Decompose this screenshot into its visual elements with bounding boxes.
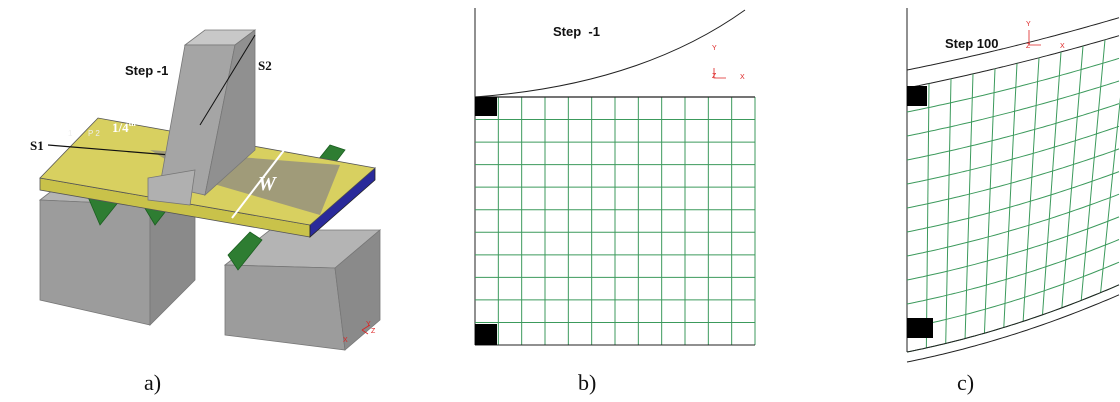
bottom-edge bbox=[907, 285, 1119, 352]
axis-label: Z bbox=[371, 328, 376, 335]
step-label: Step -1 bbox=[125, 63, 168, 78]
mesh-line bbox=[1062, 46, 1083, 308]
node-block bbox=[475, 324, 497, 345]
mesh-line bbox=[1101, 33, 1120, 292]
mesh-line bbox=[907, 81, 1119, 136]
section-label: S1 bbox=[30, 138, 44, 153]
fraction: 1/4 bbox=[112, 120, 129, 135]
axis-label: Y bbox=[712, 45, 717, 52]
node-block bbox=[907, 86, 927, 106]
section-label: S2 bbox=[258, 58, 272, 73]
support-front bbox=[40, 200, 150, 325]
mesh-line bbox=[1023, 58, 1039, 322]
axis-label: X bbox=[1060, 43, 1065, 50]
point-label: 1 bbox=[68, 129, 73, 138]
step-label: Step -1 bbox=[553, 24, 600, 39]
mesh-line bbox=[984, 69, 995, 334]
axis-label: Y bbox=[1026, 21, 1031, 28]
point-label: P 2 bbox=[88, 129, 100, 138]
node-block bbox=[475, 97, 497, 116]
mesh-line bbox=[1081, 40, 1105, 301]
fraction-sup: th bbox=[129, 119, 137, 128]
mesh-line bbox=[1043, 52, 1061, 315]
mesh-line bbox=[907, 149, 1119, 208]
axis-label: X bbox=[343, 337, 348, 344]
axis-label: Z bbox=[712, 73, 717, 80]
contact-curve bbox=[475, 10, 745, 97]
panel-a bbox=[40, 30, 380, 350]
figure: Step -1 S2 S1 1/4th W 1 P 2 Y Z X a) Ste… bbox=[0, 0, 1120, 402]
mesh-line bbox=[907, 285, 1119, 352]
panel-b bbox=[475, 8, 755, 345]
caption: c) bbox=[957, 370, 974, 395]
axis-label: X bbox=[740, 74, 745, 81]
node-block bbox=[907, 318, 933, 338]
mesh-line bbox=[946, 79, 951, 344]
mesh-line bbox=[907, 172, 1119, 232]
outer-edge bbox=[907, 295, 1119, 362]
mesh-line bbox=[907, 58, 1119, 112]
mesh-line bbox=[907, 262, 1119, 328]
panel-c bbox=[907, 8, 1120, 362]
support-front bbox=[225, 265, 345, 350]
mesh-line bbox=[926, 83, 929, 347]
mesh-line bbox=[907, 217, 1119, 280]
step-label: Step 100 bbox=[945, 36, 998, 51]
contact-curve bbox=[907, 18, 1119, 70]
axis-triad bbox=[1029, 30, 1041, 45]
mesh-line bbox=[1004, 63, 1017, 327]
caption: b) bbox=[578, 370, 596, 395]
axis-label: Z bbox=[1026, 43, 1031, 50]
mesh-line bbox=[965, 74, 973, 339]
axis-label: Y bbox=[366, 321, 371, 328]
caption: a) bbox=[144, 370, 161, 395]
top-edge bbox=[907, 36, 1119, 88]
width-label: W bbox=[258, 173, 277, 195]
